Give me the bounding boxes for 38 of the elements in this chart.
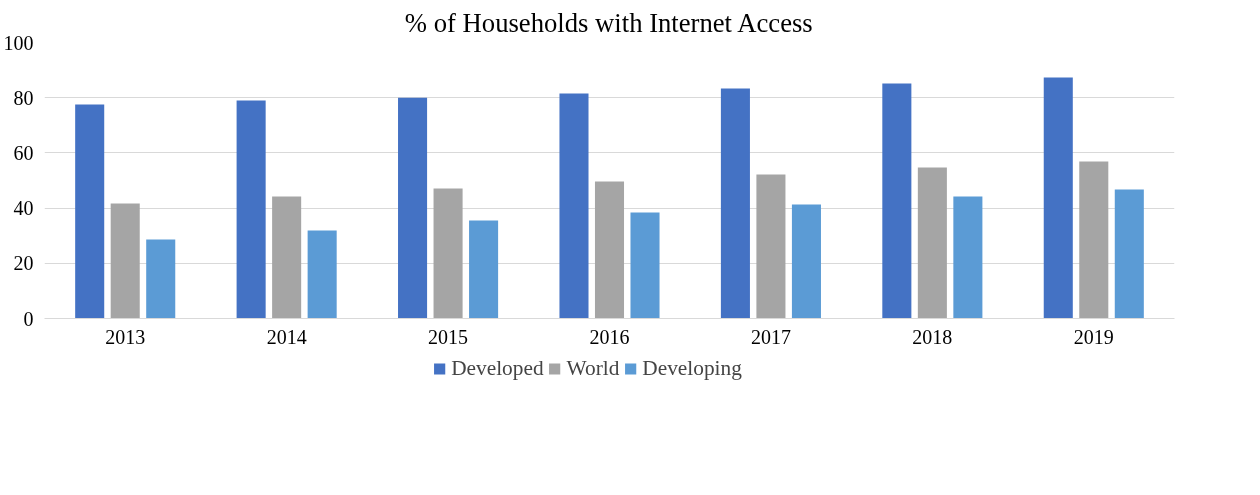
bar	[469, 220, 499, 319]
x-tick-label: 2017	[750, 325, 791, 348]
legend-label: World	[566, 355, 620, 381]
y-tick-label: 100	[3, 31, 34, 54]
bar	[75, 104, 105, 319]
x-tick-label: 2019	[1073, 325, 1114, 348]
y-tick-label: 80	[13, 86, 34, 109]
bar	[791, 204, 821, 319]
bar	[1043, 77, 1073, 319]
x-tick-label: 2015	[428, 325, 469, 348]
legend-label: Developed	[451, 355, 544, 381]
chart-title: % of Households with Internet Access	[404, 7, 813, 38]
bar	[720, 88, 750, 319]
y-tick-label: 0	[23, 307, 34, 330]
x-tick-label: 2016	[589, 325, 630, 348]
legend-label: Developing	[642, 355, 742, 381]
bar	[398, 97, 428, 319]
bar	[630, 212, 660, 319]
bar	[756, 174, 786, 319]
y-tick-label: 40	[13, 197, 34, 220]
y-tick-label: 20	[13, 252, 34, 275]
x-tick-label: 2013	[105, 325, 146, 348]
bar	[433, 188, 463, 319]
bar	[594, 181, 625, 319]
bar	[953, 196, 983, 319]
bar	[272, 196, 302, 319]
x-tick-label: 2018	[912, 325, 953, 348]
bar	[236, 100, 266, 319]
bar	[307, 230, 337, 319]
bar	[1079, 161, 1109, 319]
y-tick-label: 60	[13, 141, 34, 164]
bar	[882, 83, 912, 319]
x-tick-label: 2014	[266, 325, 307, 348]
bar	[559, 93, 589, 319]
bar	[110, 203, 140, 319]
bar	[1114, 189, 1144, 319]
bar	[917, 167, 947, 319]
bar	[146, 239, 176, 319]
